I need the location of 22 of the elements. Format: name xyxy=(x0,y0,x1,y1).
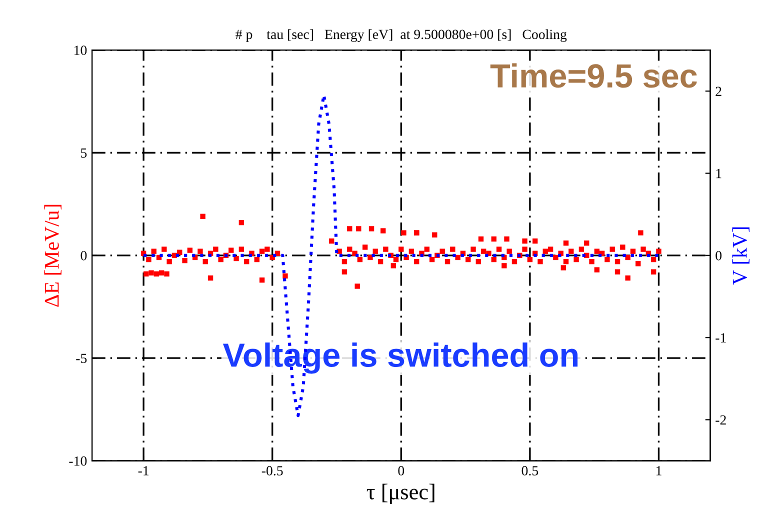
annotation: Time=9.5 sec xyxy=(490,63,697,88)
chart-title: # p tau [sec] Energy [eV] at 9.500080e+00 [s] Cooling xyxy=(236,29,567,42)
line-series xyxy=(142,94,660,418)
y2-tick-label: -2 xyxy=(716,415,726,425)
y2-axis-title: V [kV] xyxy=(732,227,750,285)
x-tick-label: -1 xyxy=(138,466,149,476)
x-tick-label: -0.5 xyxy=(262,466,283,476)
y2-tick-label: 2 xyxy=(716,86,722,96)
y-tick-label: -5 xyxy=(76,354,87,364)
y-tick-label: 5 xyxy=(81,148,87,158)
y2-tick-label: 0 xyxy=(716,251,722,260)
y-tick-label: 0 xyxy=(80,251,87,260)
y2-tick-label: -1 xyxy=(716,333,726,342)
y-tick-label: -10 xyxy=(69,456,87,466)
x-tick-label: 0 xyxy=(398,466,404,476)
x-tick-label: 0.5 xyxy=(522,466,538,476)
annotation: Voltage is switched on xyxy=(222,342,578,374)
x-axis-title: τ [μsec] xyxy=(366,484,434,504)
y-axis-title: ΔE [MeV/u] xyxy=(44,204,62,307)
y-tick-label: 10 xyxy=(74,46,87,56)
y2-tick-label: 1 xyxy=(716,168,722,178)
x-tick-label: 1 xyxy=(656,466,662,476)
